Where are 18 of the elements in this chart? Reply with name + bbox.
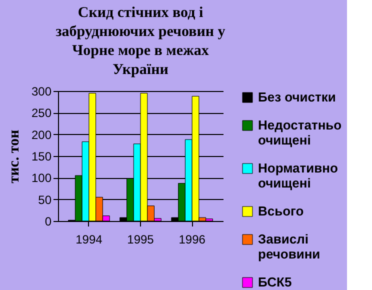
y-tick-label: 300 (31, 84, 52, 98)
x-tick-label: 1994 (76, 232, 103, 246)
y-axis-title: тис. тон (6, 129, 22, 184)
y-tick-label: 100 (31, 171, 52, 186)
legend-label: Всього (258, 204, 304, 218)
legend-label: Завислі речовини (258, 232, 320, 262)
legend-label: Недостатньо очищені (258, 118, 342, 148)
legend-label: Нормативно очищені (258, 160, 338, 190)
chart-title: Скид стічних вод і забруднюючих речовин у Чорне море в межах України (56, 5, 226, 78)
y-tick-label: 50 (38, 192, 52, 207)
legend-label: Без очистки (258, 90, 336, 104)
y-tick-label: 0 (44, 214, 52, 228)
y-tick-label: 250 (31, 106, 52, 120)
x-tick-label: 1995 (127, 232, 154, 246)
y-tick-label: 200 (31, 128, 52, 142)
legend-label: БСК5 (258, 274, 292, 290)
y-tick-label: 150 (31, 150, 52, 164)
x-tick-label: 1996 (178, 232, 206, 246)
